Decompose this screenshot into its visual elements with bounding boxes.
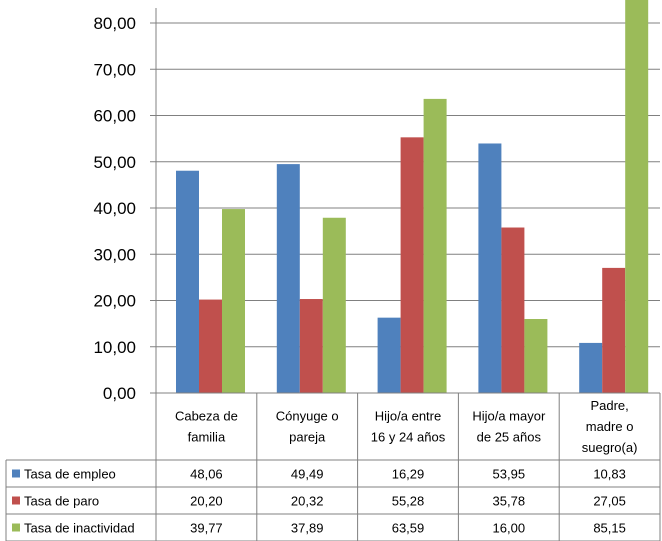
data-label: 48,06 — [190, 467, 223, 482]
data-label: 55,28 — [392, 494, 425, 509]
y-tick-label: 80,00 — [93, 14, 136, 33]
bar-1-0 — [199, 300, 222, 393]
y-tick-label: 20,00 — [93, 292, 136, 311]
bar-0-3 — [478, 143, 501, 393]
data-label: 53,95 — [493, 467, 526, 482]
data-label: 39,77 — [190, 521, 223, 536]
y-tick-label: 0,00 — [103, 384, 136, 403]
bar-1-3 — [501, 228, 524, 393]
y-tick-label: 10,00 — [93, 338, 136, 357]
data-table: Cabeza de familia Cónyuge o pareja Hijo/a en… — [6, 393, 660, 541]
data-label: 16,00 — [493, 521, 526, 536]
bar-0-0 — [176, 171, 199, 393]
data-label: 20,20 — [190, 494, 223, 509]
data-label: 16,29 — [392, 467, 425, 482]
legend-label-2: Tasa de inactividad — [24, 521, 135, 536]
y-tick-label: 50,00 — [93, 153, 136, 172]
data-label: 37,89 — [291, 521, 324, 536]
legend-key-0 — [12, 470, 20, 478]
y-tick-label: 40,00 — [93, 199, 136, 218]
bar-0-1 — [277, 164, 300, 393]
category-label: de 25 años — [477, 430, 542, 445]
bar-2-2 — [424, 99, 447, 393]
bar-1-4 — [602, 268, 625, 393]
category-label: Hijo/a entre — [375, 409, 441, 424]
legend-key-2 — [12, 524, 20, 532]
bar-1-2 — [401, 137, 424, 393]
data-label: 20,32 — [291, 494, 324, 509]
data-label: 27,05 — [593, 494, 626, 509]
category-label: suegro(a) — [582, 440, 638, 455]
bar-2-1 — [323, 218, 346, 393]
data-label: 63,59 — [392, 521, 425, 536]
category-label: familia — [188, 430, 226, 445]
category-label: pareja — [289, 430, 326, 445]
y-tick-labels: 0,00 10,00 20,00 30,00 40,00 50,00 60,00 70,00 8… — [93, 14, 136, 403]
bars — [176, 0, 648, 393]
bar-2-4 — [625, 0, 648, 393]
data-label: 10,83 — [593, 467, 626, 482]
category-label: Padre, — [590, 398, 628, 413]
bar-2-3 — [524, 319, 547, 393]
data-label: 49,49 — [291, 467, 324, 482]
category-label: Cónyuge o — [276, 409, 339, 424]
category-label: madre o — [586, 419, 634, 434]
category-label: 16 y 24 años — [371, 430, 446, 445]
data-label: 35,78 — [493, 494, 526, 509]
data-label: 85,15 — [593, 521, 626, 536]
y-tick-label: 70,00 — [93, 60, 136, 79]
legend-label-1: Tasa de paro — [24, 494, 99, 509]
y-tick-label: 30,00 — [93, 245, 136, 264]
category-label: Cabeza de — [175, 409, 238, 424]
y-tick-label: 60,00 — [93, 107, 136, 126]
bar-2-0 — [222, 209, 245, 393]
bar-0-4 — [579, 343, 602, 393]
bar-0-2 — [378, 318, 401, 393]
bar-1-1 — [300, 299, 323, 393]
category-label: Hijo/a mayor — [472, 409, 546, 424]
legend-key-1 — [12, 497, 20, 505]
legend-label-0: Tasa de empleo — [24, 467, 116, 482]
